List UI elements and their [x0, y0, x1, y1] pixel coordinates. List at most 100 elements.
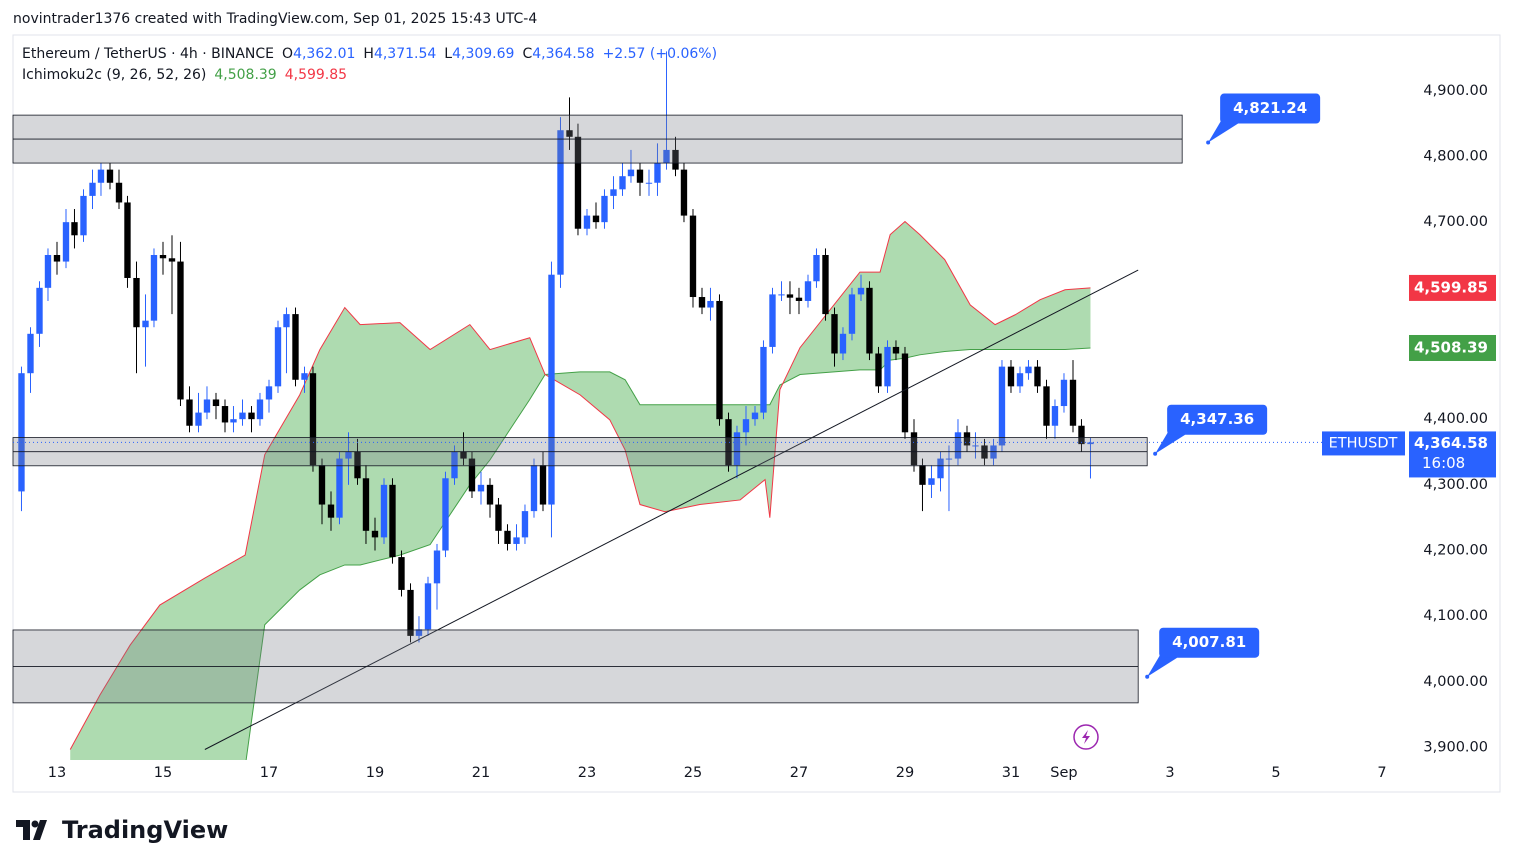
- candle-body: [742, 419, 750, 433]
- x-tick-label: 21: [472, 765, 490, 781]
- candle-body: [327, 504, 335, 518]
- candle-body: [901, 353, 909, 433]
- candle-body: [106, 169, 114, 183]
- symbol-tag-label: ETHUSDT: [1329, 435, 1398, 451]
- y-tick-label: 4,200.00: [1423, 543, 1488, 559]
- candle-body: [354, 452, 361, 479]
- candle-body: [380, 484, 388, 538]
- candle-body: [1087, 442, 1094, 445]
- candle-body: [221, 406, 229, 423]
- x-tick-label: 3: [1165, 765, 1174, 781]
- candle-body: [415, 629, 423, 636]
- flash-icon[interactable]: [1073, 724, 1099, 750]
- candle-body: [848, 294, 856, 334]
- plot-area: [18, 51, 1139, 760]
- candle-body: [115, 182, 123, 203]
- x-tick-label: Sep: [1050, 765, 1077, 781]
- candle-body: [654, 163, 661, 183]
- ohlc-key: L: [444, 46, 452, 62]
- candle-body: [468, 458, 476, 492]
- candle-body: [177, 261, 184, 400]
- candle-body: [945, 458, 953, 460]
- ohlc-value: 4,371.54: [374, 46, 436, 62]
- candle-body: [1025, 366, 1032, 374]
- candle-body: [610, 189, 617, 196]
- candle-body: [486, 484, 494, 505]
- candle-body: [689, 215, 697, 298]
- candle-body: [574, 136, 582, 229]
- attribution: novintrader1376 created with TradingView…: [13, 11, 537, 27]
- candle-body: [71, 222, 78, 236]
- ohlc-value: 4,364.58: [532, 46, 594, 62]
- y-tick-label: 4,000.00: [1423, 674, 1488, 690]
- candle-body: [142, 320, 149, 328]
- candle-body: [822, 254, 829, 315]
- candle-body: [407, 589, 414, 636]
- y-tick-label: 4,400.00: [1423, 411, 1488, 427]
- candle-body: [937, 458, 944, 479]
- candle-body: [389, 484, 396, 558]
- candle-body: [44, 254, 52, 288]
- ichimoku-cloud: [70, 221, 1091, 760]
- candle-body: [80, 195, 87, 236]
- callout-point: [1153, 451, 1158, 456]
- candle-body: [998, 366, 1006, 446]
- candle-body: [619, 176, 626, 190]
- countdown-label: 16:08: [1422, 454, 1465, 472]
- candle-body: [477, 484, 485, 492]
- candle-body: [698, 297, 706, 308]
- price-tag-label: 4,508.39: [1414, 338, 1488, 356]
- candle-body: [548, 274, 555, 505]
- candle-body: [256, 399, 264, 420]
- candle-body: [857, 287, 865, 295]
- y-tick-label: 4,900.00: [1423, 83, 1488, 99]
- last-price-label: 4,364.58: [1414, 434, 1488, 452]
- candle-body: [195, 412, 202, 426]
- candle-body: [707, 300, 714, 308]
- candle-body: [1069, 379, 1077, 426]
- candle-body: [866, 287, 873, 354]
- x-tick-label: 13: [48, 765, 66, 781]
- y-tick-label: 3,900.00: [1423, 740, 1488, 756]
- legend: Ethereum / TetherUS · 4h · BINANCE O4,362…: [22, 46, 717, 62]
- candle-body: [345, 452, 352, 459]
- ohlc-key: H: [363, 46, 374, 62]
- candle-body: [804, 281, 812, 301]
- candle-body: [442, 478, 449, 551]
- candle-body: [680, 169, 688, 216]
- candle-body: [919, 465, 926, 485]
- candle-body: [627, 169, 635, 177]
- trendline: [204, 269, 1139, 750]
- indicator-legend: Ichimoku2c (9, 26, 52, 26) 4,508.39 4,599.…: [22, 67, 347, 83]
- price-tag: [1409, 274, 1496, 301]
- candle-body: [566, 130, 573, 137]
- candle-body: [884, 346, 891, 387]
- candle-body: [521, 511, 529, 538]
- candle-body: [601, 195, 608, 223]
- candle-body: [460, 452, 467, 459]
- candle-body: [813, 254, 820, 282]
- y-tick-label: 4,700.00: [1423, 214, 1488, 230]
- candle-body: [716, 300, 723, 420]
- symbol-title: Ethereum / TetherUS · 4h · BINANCE: [22, 46, 274, 62]
- candle-body: [1060, 379, 1068, 407]
- candle-body: [831, 314, 838, 354]
- candle-body: [371, 530, 379, 538]
- candle-body: [398, 557, 405, 590]
- last-price-tag: [1409, 431, 1496, 478]
- x-tick-label: 5: [1271, 765, 1280, 781]
- candle-body: [159, 254, 167, 259]
- candle-body: [592, 215, 600, 223]
- candle-body: [795, 297, 803, 301]
- candle-body: [265, 386, 273, 400]
- candle-body: [424, 583, 432, 630]
- candle-body: [778, 294, 785, 296]
- candle-body: [1034, 366, 1041, 387]
- span-b-line: [69, 220, 1091, 750]
- candle-body: [875, 353, 882, 387]
- candle-body: [150, 254, 158, 321]
- candle-body: [283, 314, 290, 328]
- logo-text: TradingView: [62, 816, 228, 844]
- span-a-value: 4,508.39: [214, 67, 276, 83]
- candle-body: [248, 412, 255, 420]
